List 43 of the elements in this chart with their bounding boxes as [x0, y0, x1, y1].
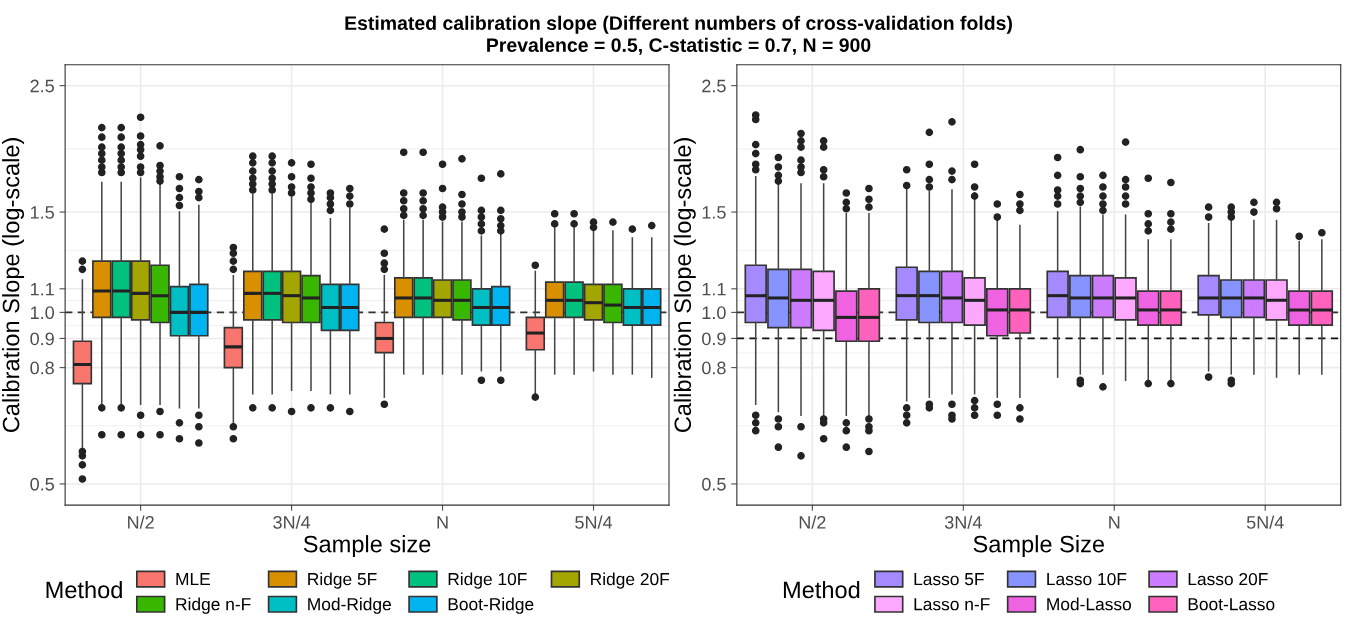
- x-tick-label: N/2: [799, 515, 826, 529]
- x-tick-label: N: [1109, 516, 1120, 529]
- legend-label: Lasso 20F: [1188, 572, 1268, 586]
- y-tick-label: 0.5: [702, 477, 726, 491]
- legend-label: Ridge 10F: [448, 572, 527, 589]
- y-tick-label: 1.0: [702, 306, 726, 320]
- x-tick-label: N/2: [128, 515, 154, 529]
- chart-subtitle: Prevalence = 0.5, C-statistic = 0.7, N = 900: [487, 37, 871, 55]
- y-axis-title: Calibration Slope (log-scale): [673, 138, 696, 433]
- legend-label: MLE: [176, 573, 210, 586]
- legend-label: Lasso 10F: [1047, 572, 1127, 586]
- legend-label: Ridge n-F: [176, 597, 251, 614]
- legend-label: Lasso n-F: [914, 598, 990, 611]
- y-tick-label: 2.5: [702, 79, 726, 93]
- x-tick-label: N: [437, 516, 448, 529]
- x-tick-label: 3N/4: [944, 515, 982, 529]
- x-tick-label: 5N/4: [1246, 515, 1284, 529]
- y-tick-label: 0.9: [30, 332, 54, 346]
- legend-label: Lasso 5F: [914, 573, 984, 586]
- y-tick-label: 1.1: [702, 282, 726, 296]
- y-tick-label: 2.5: [30, 79, 54, 93]
- y-tick-label: 0.8: [702, 361, 726, 375]
- x-tick-label: 5N/4: [575, 515, 613, 529]
- x-axis-title: Sample Size: [973, 535, 1105, 558]
- legend-label: Boot-Ridge: [448, 597, 534, 614]
- x-tick-label: 3N/4: [273, 515, 311, 529]
- y-tick-label: 1.5: [702, 206, 726, 219]
- chart-title: Estimated calibration slope (Different numbers of cross-validation folds): [345, 15, 1012, 34]
- legend-label: Ridge 5F: [308, 572, 377, 589]
- legend-label: Mod-Ridge: [308, 597, 391, 614]
- legend-title: Method: [783, 580, 860, 599]
- y-tick-label: 0.8: [30, 361, 54, 375]
- y-axis-title: Calibration Slope (log-scale): [2, 138, 25, 433]
- legend-label: Mod-Lasso: [1047, 597, 1132, 611]
- legend-label: Boot-Lasso: [1188, 598, 1275, 611]
- y-tick-label: 1.0: [31, 306, 55, 320]
- y-tick-label: 0.9: [702, 332, 726, 346]
- legend-label: Ridge 20F: [591, 572, 670, 589]
- x-axis-title: Sample size: [303, 535, 431, 558]
- y-tick-label: 1.5: [31, 206, 54, 219]
- y-tick-label: 0.5: [30, 477, 54, 491]
- legend-title: Method: [46, 580, 122, 599]
- y-tick-label: 1.1: [31, 282, 54, 296]
